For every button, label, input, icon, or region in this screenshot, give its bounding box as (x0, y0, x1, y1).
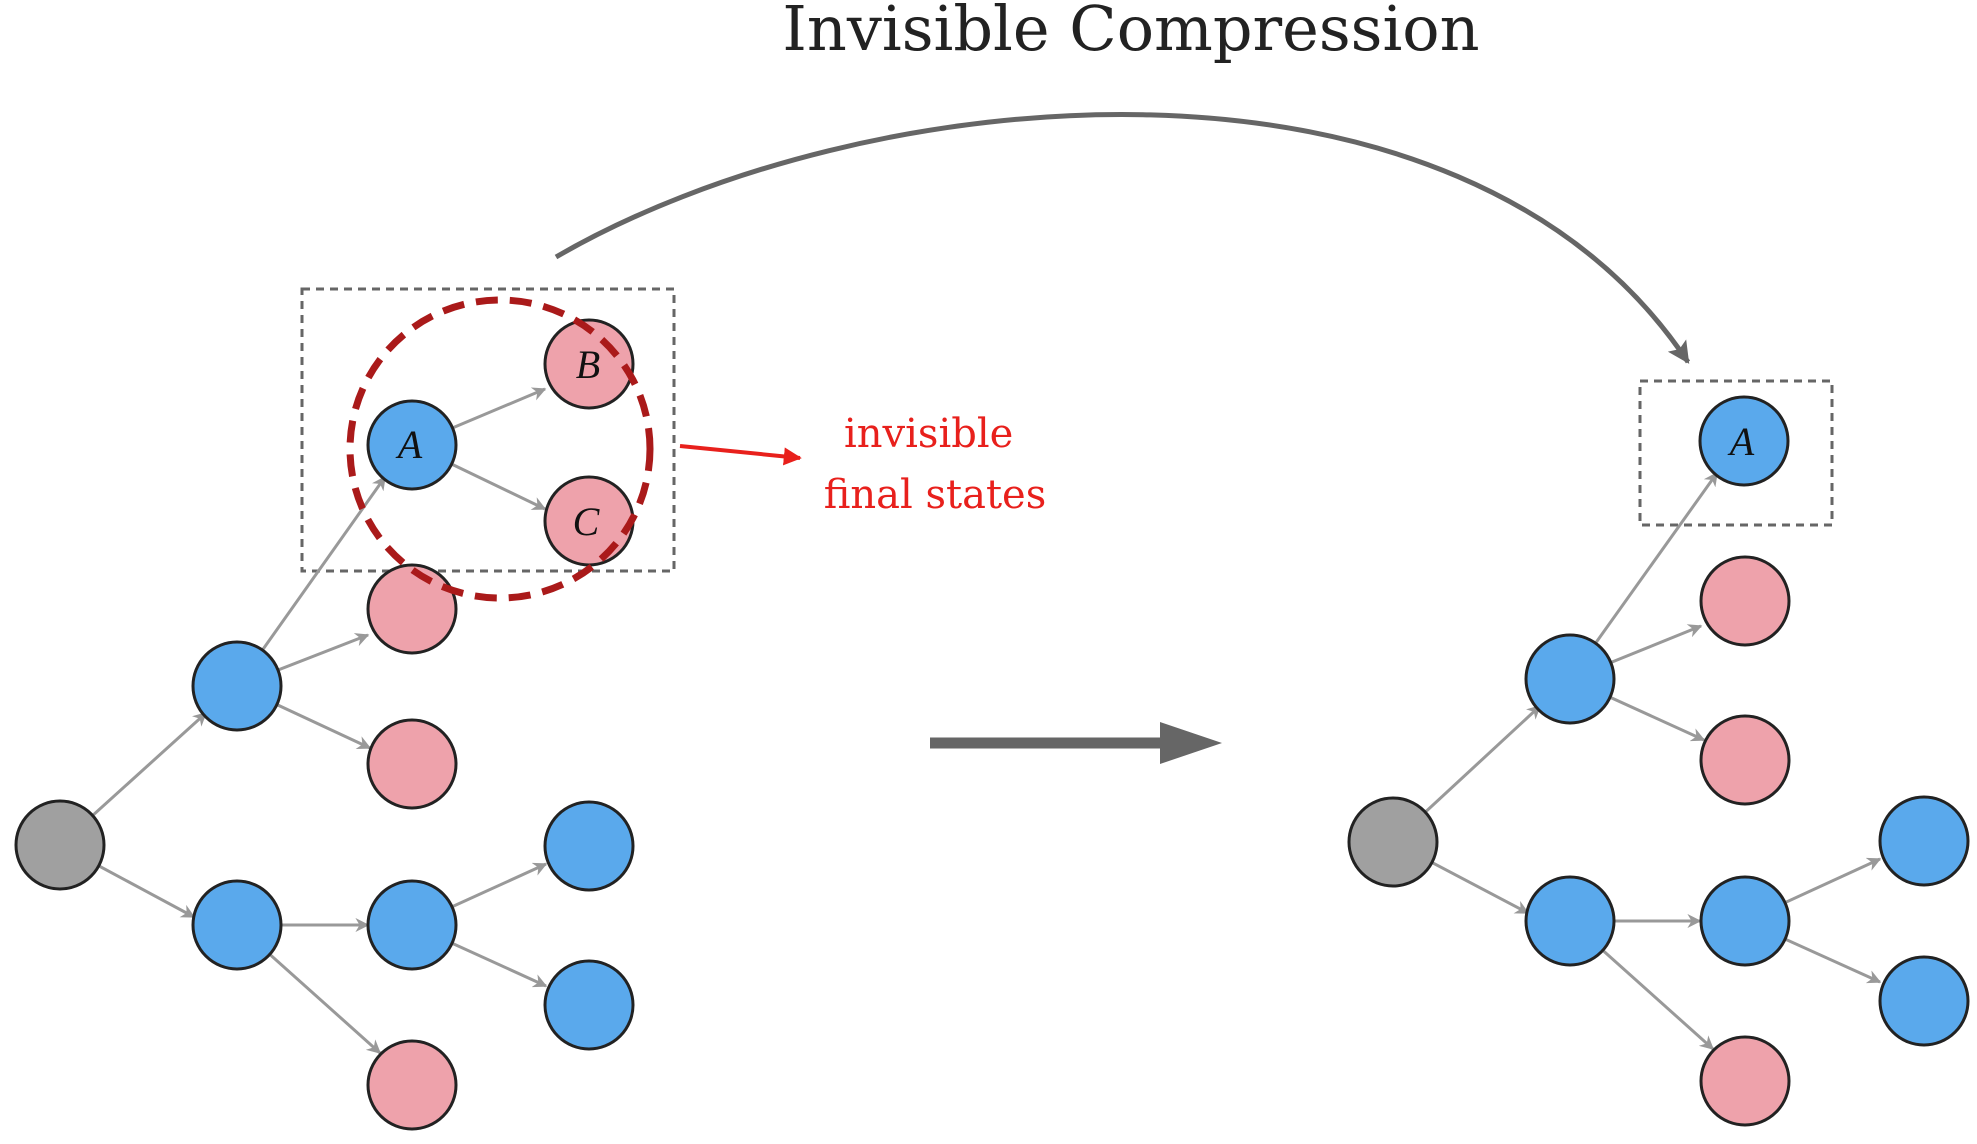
right-root-node (1347, 796, 1439, 888)
right-node-a-label: A (1727, 419, 1755, 464)
right-blue-node (1699, 875, 1791, 967)
right-blue-node (1524, 875, 1616, 967)
right-blue-node (1524, 633, 1616, 725)
left-node-labels: A B C (395, 342, 601, 544)
compression-curve-arrow (554, 112, 1691, 364)
left-node-b-label: B (576, 342, 600, 387)
right-blue-node (1878, 795, 1970, 887)
left-node-b (543, 318, 635, 410)
left-blue-node (191, 879, 283, 971)
left-selection-box (300, 287, 676, 573)
annotation-line-1: invisible (844, 411, 1013, 457)
right-node-labels: A (1727, 419, 1755, 464)
right-nodes (1347, 395, 1970, 1127)
left-blue-node (366, 879, 458, 971)
left-pink-node (366, 1039, 458, 1131)
diagram-title: Invisible Compression (782, 0, 1479, 65)
right-node-a (1698, 395, 1790, 487)
left-nodes (14, 318, 635, 1131)
left-node-c-label: C (573, 499, 601, 544)
left-blue-node (543, 800, 635, 892)
left-pink-node (366, 718, 458, 810)
right-edges (1391, 471, 1882, 1051)
annotation-label: invisible final states (824, 411, 1047, 518)
transform-arrow (930, 722, 1222, 764)
left-node-a (366, 399, 458, 491)
left-node-a-label: A (395, 422, 423, 467)
left-root-node (14, 799, 106, 891)
annotation-line-2: final states (824, 472, 1047, 518)
left-pink-node (366, 563, 458, 655)
left-blue-node (191, 640, 283, 732)
left-blue-node (543, 959, 635, 1051)
right-pink-node (1699, 555, 1791, 647)
right-blue-node (1878, 955, 1970, 1047)
invisible-states-highlight (346, 296, 654, 602)
right-pink-node (1699, 1035, 1791, 1127)
left-tree: A B C (14, 318, 635, 1131)
right-tree: A (1347, 395, 1970, 1127)
right-pink-node (1699, 714, 1791, 806)
annotation-pointer-arrow (679, 444, 802, 466)
